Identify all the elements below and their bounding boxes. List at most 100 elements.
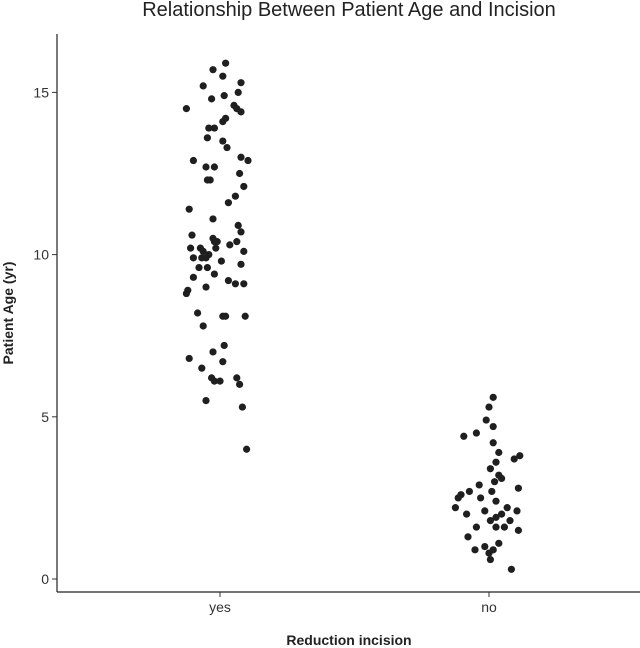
- data-point: [492, 458, 500, 466]
- data-point: [475, 481, 483, 489]
- data-point: [465, 487, 473, 496]
- data-point: [489, 546, 497, 554]
- data-point: [231, 192, 239, 200]
- data-point: [516, 452, 524, 460]
- data-point: [199, 322, 207, 330]
- data-point: [226, 241, 234, 249]
- data-point: [507, 565, 515, 573]
- data-point: [237, 260, 245, 268]
- data-point: [199, 247, 207, 255]
- data-point: [203, 263, 211, 272]
- data-point: [238, 403, 246, 411]
- data-point: [237, 79, 245, 87]
- data-point: [209, 66, 217, 74]
- data-point: [223, 143, 231, 152]
- data-point: [510, 455, 518, 463]
- data-point: [203, 176, 211, 184]
- data-point: [198, 364, 206, 372]
- data-point: [495, 448, 503, 457]
- data-point: [219, 137, 227, 145]
- data-point: [495, 539, 503, 547]
- data-point: [237, 153, 245, 161]
- data-point: [222, 59, 230, 67]
- data-point: [231, 280, 239, 288]
- data-point: [472, 429, 480, 437]
- data-point: [224, 276, 232, 285]
- data-point: [210, 163, 218, 171]
- x-tick-label: yes: [209, 599, 231, 615]
- data-point: [486, 517, 494, 525]
- data-point: [233, 374, 241, 382]
- data-point: [236, 169, 244, 178]
- data-point: [210, 124, 218, 132]
- data-point: [486, 555, 494, 564]
- data-point: [498, 510, 506, 518]
- data-point: [454, 494, 462, 502]
- data-point: [195, 263, 203, 272]
- data-point: [217, 257, 225, 265]
- data-point: [514, 526, 523, 534]
- data-point: [489, 439, 497, 447]
- data-point: [209, 215, 217, 223]
- data-point: [224, 199, 232, 207]
- data-point: [182, 105, 190, 113]
- data-point: [189, 156, 197, 165]
- data-point: [233, 238, 241, 246]
- data-point: [471, 546, 479, 554]
- data-point: [216, 377, 224, 385]
- x-axis-ticks: yes no: [209, 592, 497, 615]
- data-point: [212, 244, 220, 252]
- data-point: [472, 523, 480, 531]
- data-point: [182, 289, 190, 298]
- data-point: [233, 105, 241, 113]
- data-point: [506, 517, 514, 525]
- data-point: [477, 494, 485, 502]
- data-point: [210, 238, 218, 246]
- data-point: [464, 533, 472, 541]
- data-point: [202, 254, 210, 262]
- data-point: [202, 163, 210, 171]
- y-axis-title: Patient Age (yr): [0, 262, 16, 365]
- chart-title: Relationship Between Patient Age and Inc…: [142, 0, 556, 21]
- data-point: [209, 348, 217, 356]
- data-point: [488, 487, 496, 496]
- data-point: [202, 283, 210, 291]
- data-point: [489, 422, 497, 431]
- data-point: [205, 124, 213, 132]
- data-point: [492, 523, 500, 531]
- data-point: [236, 380, 244, 388]
- data-point: [498, 474, 506, 483]
- data-point: [189, 254, 197, 262]
- y-tick-label: 0: [41, 571, 49, 587]
- data-point: [220, 92, 228, 100]
- y-axis-ticks: 0 5 10 15: [33, 84, 57, 587]
- data-point: [460, 432, 468, 440]
- data-point: [199, 82, 207, 90]
- data-point: [185, 354, 193, 363]
- data-point: [492, 513, 500, 521]
- data-point: [485, 403, 493, 411]
- data-point: [188, 231, 196, 239]
- data-point: [244, 156, 252, 165]
- data-point: [219, 72, 227, 80]
- data-point: [185, 205, 193, 213]
- data-point: [194, 309, 202, 317]
- data-point: [513, 507, 521, 515]
- x-tick-label: no: [481, 599, 497, 615]
- data-point: [489, 393, 497, 401]
- y-tick-label: 15: [33, 84, 49, 100]
- data-point: [243, 445, 251, 453]
- y-tick-label: 5: [41, 409, 49, 425]
- data-points: [182, 59, 524, 573]
- data-point: [240, 247, 248, 255]
- data-point: [241, 312, 249, 320]
- data-point: [500, 523, 508, 531]
- x-axis-title: Reduction incision: [286, 632, 411, 648]
- data-point: [187, 244, 195, 252]
- data-point: [482, 416, 490, 424]
- data-point: [240, 280, 248, 288]
- data-point: [492, 497, 500, 505]
- data-point: [451, 504, 459, 512]
- data-point: [463, 510, 471, 518]
